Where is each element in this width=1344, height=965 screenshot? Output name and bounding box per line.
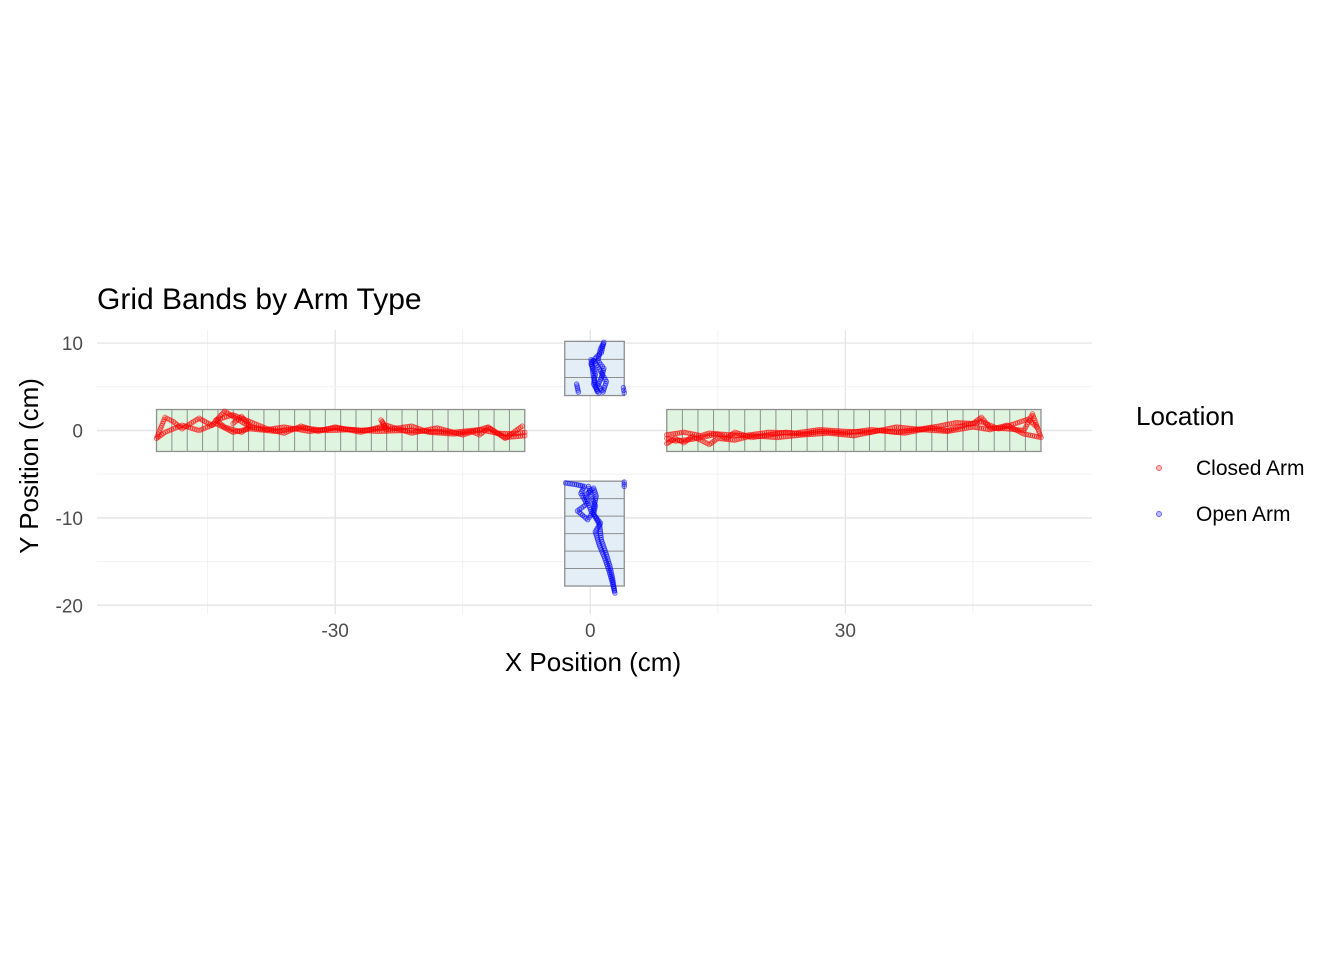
legend-label: Closed Arm [1196,457,1305,480]
chart-title: Grid Bands by Arm Type [97,283,422,316]
x-tick-label: 30 [835,621,856,642]
data-point [522,429,528,435]
data-point [575,389,582,395]
data-point [594,388,600,394]
legend: Location Closed Arm Open Arm [1136,401,1305,526]
y-tick-label: -10 [56,509,83,530]
x-tick-label: 0 [585,621,596,642]
data-point [585,483,592,490]
data-point [621,390,628,396]
x-tick-label: -30 [321,621,348,642]
x-axis-title: X Position (cm) [505,647,681,677]
data-point [519,423,525,429]
data-points [153,339,1044,596]
y-axis-title: Y Position (cm) [14,378,44,554]
legend-label: Open Arm [1196,503,1291,526]
axis-labels: -30 0 30 -20 -10 0 10 [56,334,856,642]
series-open-arm [562,339,628,596]
data-point [621,479,628,485]
legend-key [1156,465,1162,471]
y-tick-label: 10 [62,334,83,355]
legend-title: Location [1136,401,1234,431]
data-point [1033,424,1040,430]
y-tick-label: -20 [56,596,83,617]
y-tick-label: 0 [72,421,83,442]
series-closed-arm [153,408,1044,448]
legend-key [1156,511,1162,517]
